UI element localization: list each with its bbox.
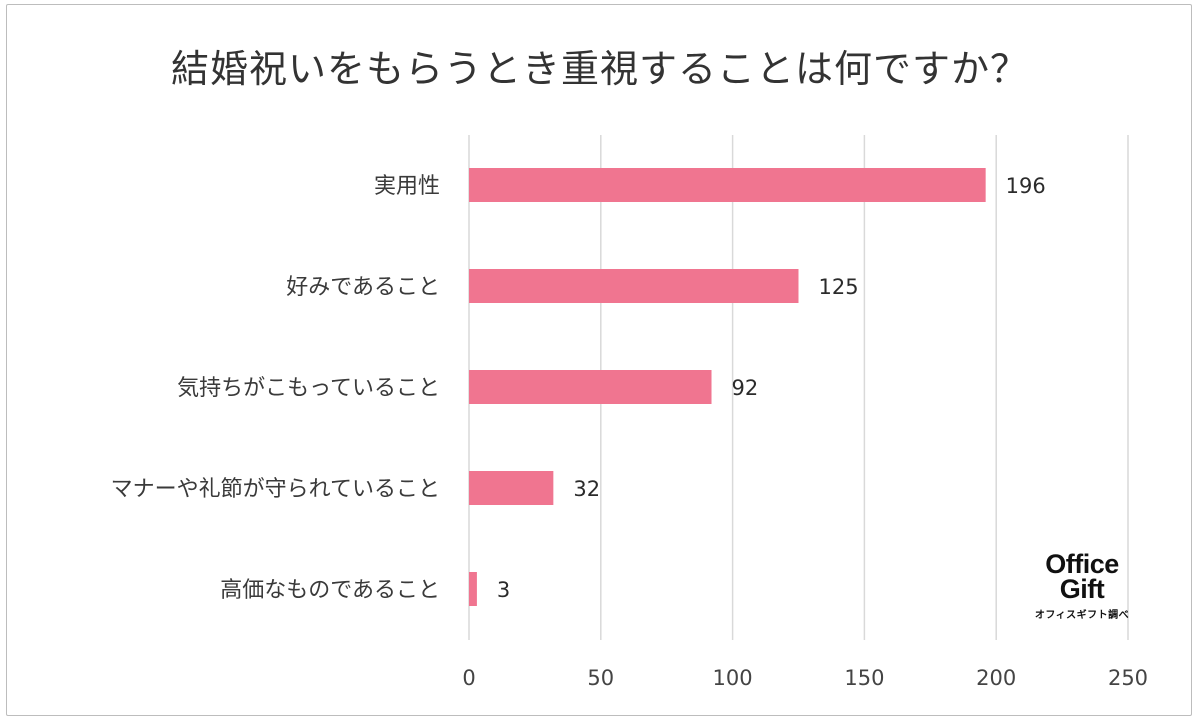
chart-title: 結婚祝いをもらうとき重視することは何ですか？ xyxy=(170,47,1029,91)
x-tick-label-100: 100 xyxy=(713,666,753,690)
chart-frame xyxy=(6,4,1192,716)
office-gift-logo: Office Gift オフィスギフト調べ xyxy=(1028,549,1136,622)
bar-1 xyxy=(469,168,986,202)
value-label-2: 125 xyxy=(819,275,859,299)
x-tick-label-50: 50 xyxy=(587,666,614,690)
bar-3 xyxy=(469,370,712,404)
logo-line-1: Office xyxy=(1045,549,1119,579)
x-tick-label-150: 150 xyxy=(844,666,884,690)
logo-caption: オフィスギフト調べ xyxy=(1034,610,1130,621)
value-label-4: 32 xyxy=(573,477,600,501)
x-tick-label-250: 250 xyxy=(1108,666,1148,690)
value-label-3: 92 xyxy=(732,376,759,400)
x-tick-label-0: 0 xyxy=(462,666,475,690)
category-label-5: 高価なものであること xyxy=(220,578,440,603)
bar-4 xyxy=(469,471,554,505)
category-label-4: マナーや礼節が守られていること xyxy=(111,477,440,502)
bar-5 xyxy=(469,572,477,606)
bar-2 xyxy=(469,269,799,303)
category-label-2: 好みであること xyxy=(286,275,440,300)
category-label-3: 気持ちがこもっていること xyxy=(177,376,440,401)
logo-line-2: Gift xyxy=(1059,574,1105,604)
x-tick-label-200: 200 xyxy=(976,666,1016,690)
category-label-1: 実用性 xyxy=(374,174,440,199)
value-label-5: 3 xyxy=(497,578,510,602)
value-label-1: 196 xyxy=(1006,174,1046,198)
